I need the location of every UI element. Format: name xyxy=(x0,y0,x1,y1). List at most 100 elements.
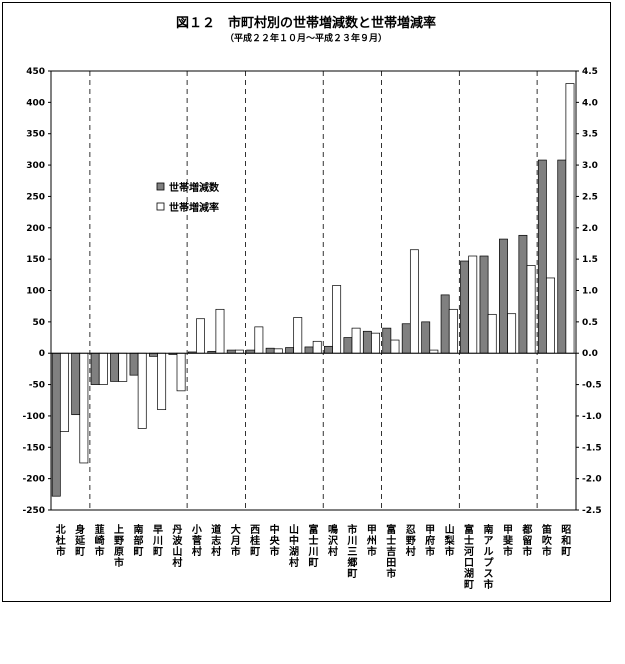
left-tick-label: 150 xyxy=(26,255,45,265)
bar-rate-4 xyxy=(118,352,128,382)
bar-rate-26 xyxy=(546,277,555,354)
legend-label-rate: 世帯増減率 xyxy=(169,201,219,214)
category-label: 西桂町 xyxy=(249,524,260,558)
chart-frame: 図１２ 市町村別の世帯増減数と世帯増減率 （平成２２年１０月～平成２３年９月） … xyxy=(2,2,611,602)
bar-count-4 xyxy=(110,352,120,382)
category-label: 北杜市 xyxy=(56,523,66,558)
left-tick-label: -150 xyxy=(22,443,45,453)
bar-rate-12 xyxy=(273,348,283,354)
legend-label-count: 世帯増減数 xyxy=(169,181,220,194)
bar-rate-5 xyxy=(137,352,147,429)
left-tick-label: 0 xyxy=(39,349,45,359)
category-label: 南部町 xyxy=(134,523,144,558)
right-tick-label: -1.5 xyxy=(582,443,602,453)
bar-count-25 xyxy=(518,234,528,354)
category-label: 都留市 xyxy=(521,523,532,558)
bar-count-17 xyxy=(362,330,372,354)
group-separators xyxy=(89,71,538,510)
bar-count-22 xyxy=(460,260,470,354)
bar-count-16 xyxy=(343,337,353,354)
left-tick-label: 350 xyxy=(26,130,45,140)
bar-rate-13 xyxy=(293,317,303,354)
left-tick-label: 100 xyxy=(26,287,45,297)
category-label: 市川三郷町 xyxy=(346,523,357,580)
category-labels: 北杜市身延町韮崎市上野原市南部町早川町丹波山村小菅村道志村大月市西桂町中央市山中… xyxy=(56,523,572,591)
right-tick-label: -2.0 xyxy=(582,475,602,485)
category-label: 忍野村 xyxy=(406,524,416,558)
bar-count-18 xyxy=(382,327,392,354)
category-label: 昭和町 xyxy=(560,524,571,558)
bar-rate-2 xyxy=(79,352,89,464)
bar-rate-8 xyxy=(196,318,205,354)
bar-rate-16 xyxy=(351,327,361,354)
bar-rate-27 xyxy=(565,83,575,354)
right-tick-label: 4.5 xyxy=(582,67,598,77)
bar-rate-6 xyxy=(157,352,167,411)
chart-title: 図１２ 市町村別の世帯増減数と世帯増減率 xyxy=(176,15,436,31)
bar-rate-24 xyxy=(507,313,517,354)
left-tick-label: -50 xyxy=(29,381,45,391)
bar-rate-1 xyxy=(59,352,69,432)
category-label: 甲斐市 xyxy=(503,524,514,558)
bar-count-12 xyxy=(265,347,275,354)
legend-swatch-rate xyxy=(156,202,165,211)
category-label: 早川町 xyxy=(152,524,163,558)
bar-count-24 xyxy=(499,238,508,354)
left-tick-label: -200 xyxy=(22,475,45,485)
bar-count-27 xyxy=(557,159,567,354)
right-axis: 4.5 4.0 3.5 3.0 2.5 2.0 1.5 1.0 0.5 0.0 -0.5 -1.0 -1… xyxy=(576,67,602,516)
category-label: 小菅村 xyxy=(191,523,202,558)
right-tick-label: 2.0 xyxy=(582,224,598,234)
chart-subtitle: （平成２２年１０月～平成２３年９月） xyxy=(225,32,387,44)
bar-count-5 xyxy=(129,352,139,376)
category-label: 鳴沢村 xyxy=(328,523,339,558)
right-tick-label: -0.5 xyxy=(582,381,602,391)
category-label: 中央市 xyxy=(270,523,281,558)
bar-rate-7 xyxy=(176,352,186,392)
bar-count-3 xyxy=(90,352,100,385)
category-label: 南アルプス市 xyxy=(484,523,495,591)
left-axis: 450 400 350 300 250 200 150 100 50 0 -50 -100 -150 -2… xyxy=(22,67,51,516)
bar-count-13 xyxy=(285,347,295,354)
bar-rate-17 xyxy=(371,332,380,354)
category-label: 上野原市 xyxy=(114,523,124,569)
right-tick-label: 1.5 xyxy=(582,255,598,265)
bar-count-14 xyxy=(304,346,314,354)
left-tick-label: 250 xyxy=(26,192,45,202)
bar-count-1 xyxy=(51,352,61,497)
bar-count-23 xyxy=(479,255,489,354)
bar-count-15 xyxy=(324,345,333,354)
category-label: 山中湖村 xyxy=(289,523,299,569)
category-label: 富士川町 xyxy=(308,523,319,569)
legend-swatch-count xyxy=(156,182,165,191)
category-label: 甲府市 xyxy=(425,524,435,558)
category-label: 韮崎市 xyxy=(95,523,105,558)
right-tick-label: 0.0 xyxy=(582,349,598,359)
category-label: 富士河口湖町 xyxy=(464,523,474,591)
right-tick-label: 0.5 xyxy=(582,318,598,328)
right-tick-label: 3.5 xyxy=(582,130,598,140)
left-tick-label: 450 xyxy=(26,67,45,77)
left-tick-label: 400 xyxy=(26,98,45,108)
category-label: 笛吹市 xyxy=(541,523,552,558)
category-label: 身延町 xyxy=(74,523,86,558)
bar-rate-23 xyxy=(487,313,497,354)
category-label: 富士吉田市 xyxy=(386,523,396,580)
right-tick-label: -2.5 xyxy=(582,506,602,516)
right-tick-label: 3.0 xyxy=(582,161,598,171)
bar-rate-19 xyxy=(409,249,419,354)
left-tick-label: 300 xyxy=(26,161,45,171)
bar-count-21 xyxy=(440,294,450,354)
category-label: 大月市 xyxy=(230,523,241,558)
category-label: 道志村 xyxy=(211,523,221,558)
chart-svg: 図１２ 市町村別の世帯増減数と世帯増減率 （平成２２年１０月～平成２３年９月） … xyxy=(22,15,602,591)
bar-rate-22 xyxy=(468,255,478,354)
bar-rate-21 xyxy=(448,308,458,354)
bar-count-19 xyxy=(401,323,411,354)
bar-count-26 xyxy=(537,159,547,354)
right-tick-label: 4.0 xyxy=(582,98,598,108)
bar-rate-3 xyxy=(98,352,108,385)
bar-rate-11 xyxy=(254,326,264,354)
bar-count-2 xyxy=(71,352,81,416)
right-tick-label: 1.0 xyxy=(582,287,598,297)
